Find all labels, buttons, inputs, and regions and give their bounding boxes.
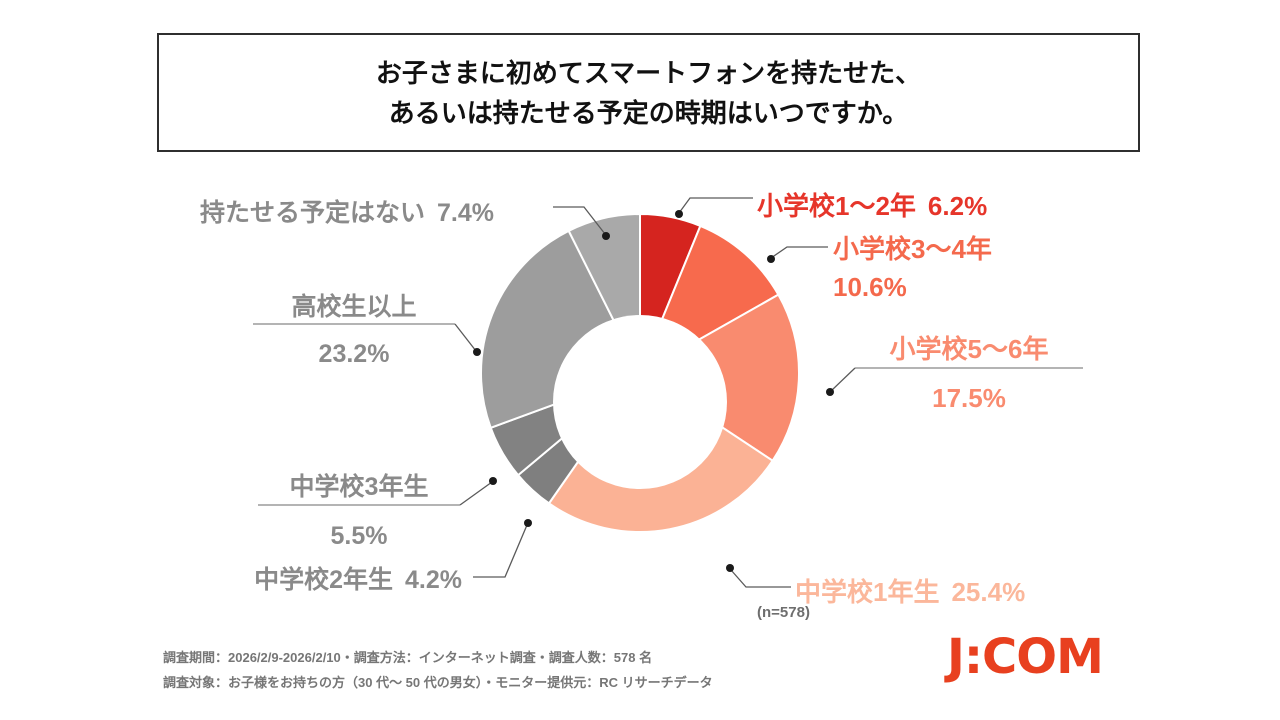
question-title-line1: お子さまに初めてスマートフォンを持たせた、 [375, 57, 922, 88]
jcom-logo: J:COM [947, 629, 1104, 685]
leader-dot-5 [489, 477, 497, 485]
leader-dot-1 [767, 255, 775, 263]
donut-hole [553, 315, 727, 489]
leader-dot-3 [726, 564, 734, 572]
leader-line-7 [553, 206, 606, 235]
label-no-plan: 持たせる予定はない 7.4% [200, 193, 494, 229]
label-jhs-1-text: 中学校1年生 [795, 577, 940, 607]
label-elementary-5-6-pct: 17.5% [932, 383, 1006, 413]
leader-line-2 [830, 367, 856, 392]
label-elementary-3-4: 小学校3～4年 10.6% [833, 229, 992, 303]
leader-line-1 [770, 246, 828, 259]
label-jhs-2-text: 中学校2年生 [254, 566, 394, 594]
label-high-school-pct: 23.2% [318, 340, 390, 368]
label-jhs-1-pct: 25.4% [951, 577, 1026, 607]
leader-line-4 [473, 524, 528, 578]
label-no-plan-text: 持たせる予定はない [200, 199, 426, 227]
label-jhs-3-pct: 5.5% [330, 522, 388, 550]
label-elementary-1-2-text: 小学校1～2年 [757, 191, 916, 221]
label-elementary-1-2: 小学校1～2年 6.2% [757, 186, 987, 223]
label-elementary-3-4-text: 小学校3～4年 [833, 234, 992, 264]
leader-line-6 [454, 323, 477, 352]
label-jhs-3-text: 中学校3年生 [289, 473, 429, 501]
label-jhs-2: 中学校2年生 4.2% [200, 560, 462, 596]
label-high-school: 高校生以上 23.2% [253, 287, 455, 369]
leader-dot-2 [826, 388, 834, 396]
leader-dot-7 [602, 232, 610, 240]
label-jhs-1: 中学校1年生 25.4% [795, 572, 1025, 609]
label-high-school-text: 高校生以上 [291, 293, 417, 321]
label-elementary-5-6-text: 小学校5～6年 [889, 334, 1049, 364]
sample-size-note: (n=578) [757, 604, 810, 621]
leader-dot-0 [675, 210, 683, 218]
leader-dot-6 [473, 348, 481, 356]
leader-line-3 [730, 569, 791, 588]
question-title-line2: あるいは持たせる予定の時期はいつですか。 [388, 97, 909, 128]
leader-line-5 [459, 481, 493, 506]
label-elementary-5-6: 小学校5～6年 17.5% [853, 329, 1085, 414]
label-elementary-1-2-pct: 6.2% [927, 191, 988, 221]
survey-footnote-line1: 調査期間：2026/2/9-2026/2/10・調査方法：インターネット調査・調… [163, 650, 653, 665]
leader-dot-4 [524, 519, 532, 527]
survey-footnote-line2: 調査対象：お子様をお持ちの方（30 代～ 50 代の男女）・モニター提供元：RC… [163, 675, 713, 690]
label-jhs-3: 中学校3年生 5.5% [258, 467, 460, 551]
survey-footnote: 調査期間：2026/2/9-2026/2/10・調査方法：インターネット調査・調… [163, 645, 713, 695]
label-jhs-2-pct: 4.2% [405, 566, 462, 594]
label-elementary-3-4-pct: 10.6% [833, 272, 907, 302]
question-title-box: お子さまに初めてスマートフォンを持たせた、 あるいは持たせる予定の時期はいつです… [157, 33, 1140, 152]
leader-line-0 [678, 197, 753, 214]
label-no-plan-pct: 7.4% [437, 199, 494, 227]
